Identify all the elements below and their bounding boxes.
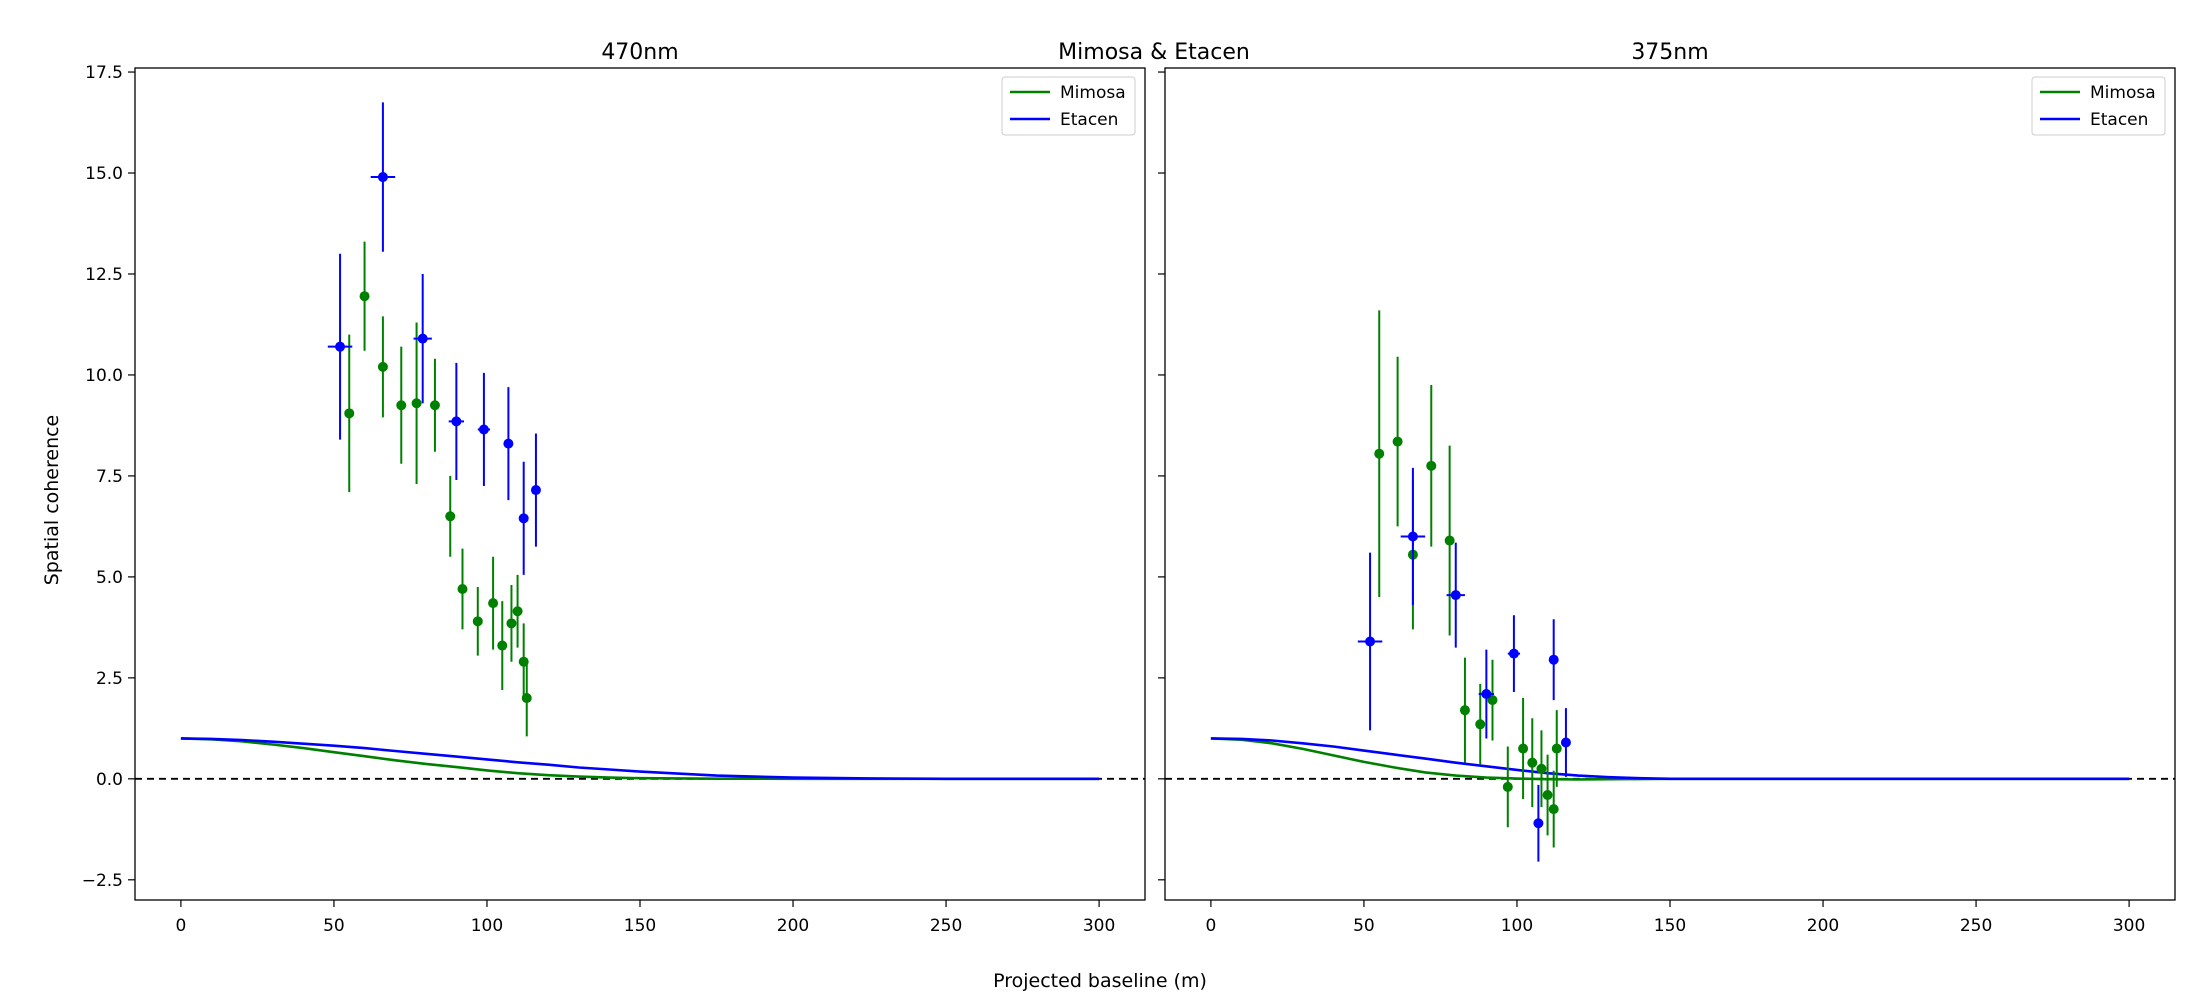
data-point-mimosa	[445, 511, 456, 522]
data-point-etacen	[1548, 654, 1559, 665]
x-axis-label: Projected baseline (m)	[993, 970, 1207, 992]
data-point-etacen	[1407, 531, 1418, 542]
data-point-mimosa	[396, 400, 407, 411]
data-point-mimosa	[1542, 789, 1553, 800]
data-point-etacen	[478, 424, 489, 435]
y-tick-label: 5.0	[96, 568, 123, 588]
data-point-mimosa	[1426, 460, 1437, 471]
data-point-mimosa	[1518, 743, 1529, 754]
y-tick-label: 15.0	[85, 164, 123, 184]
y-tick-label: 7.5	[96, 467, 123, 487]
data-point-etacen	[377, 172, 388, 183]
x-tick-label: 0	[1205, 916, 1216, 936]
data-point-etacen	[1365, 636, 1376, 647]
data-point-mimosa	[1536, 763, 1547, 774]
data-point-mimosa	[506, 618, 517, 629]
legend-etacen-label: Etacen	[1060, 110, 1118, 130]
data-point-etacen	[1481, 689, 1492, 700]
axes-frame	[134, 67, 1146, 901]
data-point-mimosa	[1487, 695, 1498, 706]
data-point-mimosa	[472, 616, 483, 627]
x-tick-label: 200	[1807, 916, 1839, 936]
data-point-etacen	[503, 438, 514, 449]
y-tick-label: −2.5	[82, 871, 123, 891]
data-point-mimosa	[344, 408, 355, 419]
y-tick-label: 10.0	[85, 366, 123, 386]
figure-suptitle: Mimosa & Etacen	[1058, 40, 1250, 65]
legend-470nm: Mimosa Etacen	[1001, 76, 1136, 136]
legend-mimosa-label: Mimosa	[2090, 83, 2156, 103]
data-point-etacen	[1560, 737, 1571, 748]
data-point-mimosa	[359, 291, 370, 302]
data-point-mimosa	[411, 398, 422, 409]
data-point-mimosa	[1527, 757, 1538, 768]
y-tick-label: 0.0	[96, 770, 123, 790]
x-tick-label: 250	[1960, 916, 1992, 936]
data-point-mimosa	[512, 606, 523, 617]
panel-470nm: 470nm 0 50 100 150 200 250 300 −2.5 0.0 2.5 5.0 7.5…	[82, 40, 1146, 936]
x-tick-label: 150	[1654, 916, 1686, 936]
data-point-mimosa	[521, 693, 532, 704]
model-curve-mimosa	[180, 737, 1100, 781]
data-point-mimosa	[488, 598, 499, 609]
data-point-etacen	[1508, 648, 1519, 659]
y-tick-label: 2.5	[96, 669, 123, 689]
data-point-mimosa	[1392, 436, 1403, 447]
data-point-mimosa	[497, 640, 508, 651]
data-point-mimosa	[1551, 743, 1562, 754]
data-point-etacen	[1533, 818, 1544, 829]
x-tick-label: 300	[1083, 916, 1115, 936]
data-point-etacen	[451, 416, 462, 427]
data-point-mimosa	[1459, 705, 1470, 716]
panel-title-470nm: 470nm	[601, 40, 678, 65]
plot-layer: 0 50 100 150 200 250 300 −2.5 0.0 2.5 5.0 7.5 10.0 12…	[82, 63, 1146, 936]
x-tick-label: 150	[624, 916, 656, 936]
data-point-mimosa	[457, 584, 468, 595]
panel-375nm: 375nm 0 50 100 150 200 250 300 Mimosa Etacen	[1158, 40, 2176, 936]
data-point-etacen	[518, 513, 529, 524]
data-point-mimosa	[429, 400, 440, 411]
data-point-mimosa	[377, 361, 388, 372]
data-point-mimosa	[1444, 535, 1455, 546]
model-curve-mimosa	[1210, 737, 2130, 781]
x-tick-label: 250	[930, 916, 962, 936]
y-axis-label: Spatial coherence	[41, 415, 63, 586]
y-tick-label: 17.5	[85, 63, 123, 83]
x-tick-label: 50	[1353, 916, 1375, 936]
data-point-mimosa	[1374, 448, 1385, 459]
axes-frame	[1164, 67, 2176, 901]
x-tick-label: 50	[323, 916, 345, 936]
model-curve-etacen	[1210, 737, 2130, 781]
model-curve-etacen	[180, 737, 1100, 781]
data-point-etacen	[1450, 590, 1461, 601]
panel-title-375nm: 375nm	[1631, 40, 1708, 65]
x-tick-label: 0	[175, 916, 186, 936]
data-point-mimosa	[1502, 781, 1513, 792]
data-point-mimosa	[1475, 719, 1486, 730]
legend-etacen-label: Etacen	[2090, 110, 2148, 130]
x-tick-label: 200	[777, 916, 809, 936]
legend-375nm: Mimosa Etacen	[2031, 76, 2166, 136]
data-point-etacen	[335, 341, 346, 352]
data-point-etacen	[530, 485, 541, 496]
plot-layer: 0 50 100 150 200 250 300	[1158, 67, 2176, 936]
legend-mimosa-label: Mimosa	[1060, 83, 1126, 103]
y-tick-label: 12.5	[85, 265, 123, 285]
x-tick-label: 300	[2113, 916, 2145, 936]
data-point-mimosa	[1548, 804, 1559, 815]
x-tick-label: 100	[1501, 916, 1533, 936]
x-tick-label: 100	[471, 916, 503, 936]
data-point-etacen	[417, 333, 428, 344]
